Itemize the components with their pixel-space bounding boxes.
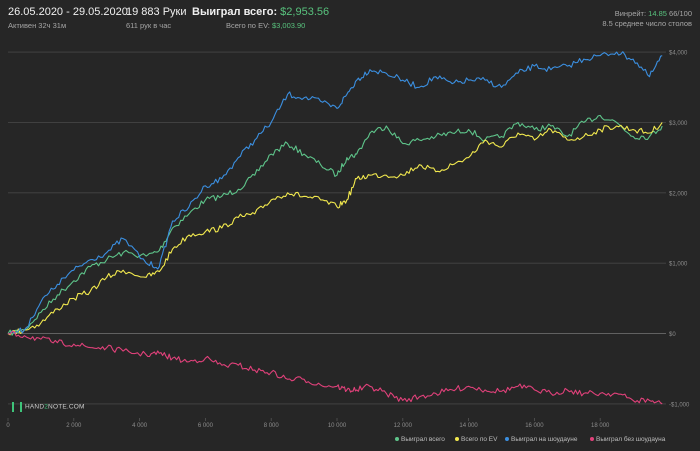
legend-label: Выиграл без шоудауна (596, 436, 666, 443)
logo-text-left: HAND (25, 403, 45, 411)
legend-item[interactable]: Выиграл на шоудауне (505, 436, 577, 443)
legend-item[interactable]: Выиграл без шоудауна (590, 436, 665, 443)
series-line-2 (7, 51, 663, 335)
winrate-extra: 66/100 (669, 9, 692, 18)
legend-label: Выиграл всего (401, 436, 445, 443)
hand2note-logo: HAND2NOTE.COM (12, 402, 85, 412)
x-tick-label: 0 (6, 423, 10, 429)
x-tick-label: 4 000 (132, 423, 148, 429)
legend-label: Выиграл на шоудауне (511, 436, 578, 443)
x-tick-label: 10 000 (328, 423, 347, 429)
y-axis-ticks: -$1,000 $0 $1,000 $2,000 $3,000 $4,000 (669, 51, 690, 409)
avg-tables: 8.5 среднее число столов (602, 19, 692, 28)
y-tick-label: $0 (669, 332, 676, 338)
chart-lines (7, 51, 663, 405)
x-tick-label: 16 000 (525, 423, 544, 429)
hands-per-hour: 611 рук в час (126, 21, 172, 30)
winrate-value: 14.85 (648, 9, 667, 18)
won-total: Выиграл всего: $2,953.56 (192, 6, 329, 18)
legend-item[interactable]: Всего по EV (455, 436, 497, 443)
y-tick-label: $1,000 (669, 262, 688, 268)
x-tick-label: 12 000 (394, 423, 413, 429)
header-bar: 26.05.2020 - 29.05.2020 Активен 32ч 31м … (0, 0, 700, 36)
legend-label: Всего по EV (461, 436, 498, 443)
y-tick-label: $4,000 (669, 51, 688, 57)
legend-dot-icon (395, 437, 399, 442)
won-total-value: $2,953.56 (280, 6, 330, 18)
logo-text-right: NOTE.COM (48, 403, 85, 411)
legend-item[interactable]: Выиграл всего (395, 436, 445, 443)
hands-count: 19 883 Руки (126, 6, 187, 18)
series-line-0 (7, 114, 663, 336)
series-line-1 (7, 122, 663, 336)
legend-dot-icon (590, 437, 594, 442)
y-tick-label: $2,000 (669, 191, 688, 197)
chart-grid (7, 51, 666, 421)
date-range: 26.05.2020 - 29.05.2020 (8, 6, 128, 18)
legend-dot-icon (455, 437, 459, 442)
series-line-3 (7, 330, 663, 405)
active-time: Активен 32ч 31м (8, 21, 67, 30)
x-tick-label: 6 000 (198, 423, 214, 429)
legend-dot-icon (505, 437, 509, 442)
y-tick-label: -$1,000 (669, 402, 690, 408)
logo-icon (12, 402, 22, 412)
x-axis-ticks: 0 2 000 4 000 6 000 8 000 10 000 12 000 14 000 1… (6, 423, 610, 429)
x-tick-label: 18 000 (591, 423, 610, 429)
winrate-label: Винрейт: (614, 9, 647, 18)
x-tick-label: 14 000 (459, 423, 478, 429)
ev-total-label: Всего по EV: (226, 21, 270, 30)
ev-total-value: $3,003.90 (271, 21, 306, 30)
ev-total: Всего по EV: $3,003.90 (226, 21, 305, 30)
won-total-label: Выиграл всего: (192, 6, 278, 18)
x-tick-label: 8 000 (264, 423, 280, 429)
x-tick-label: 2 000 (66, 423, 82, 429)
y-tick-label: $3,000 (669, 121, 688, 127)
logo-text-mid: 2 (44, 403, 49, 411)
winrate: Винрейт: 14.85 66/100 (615, 9, 692, 18)
